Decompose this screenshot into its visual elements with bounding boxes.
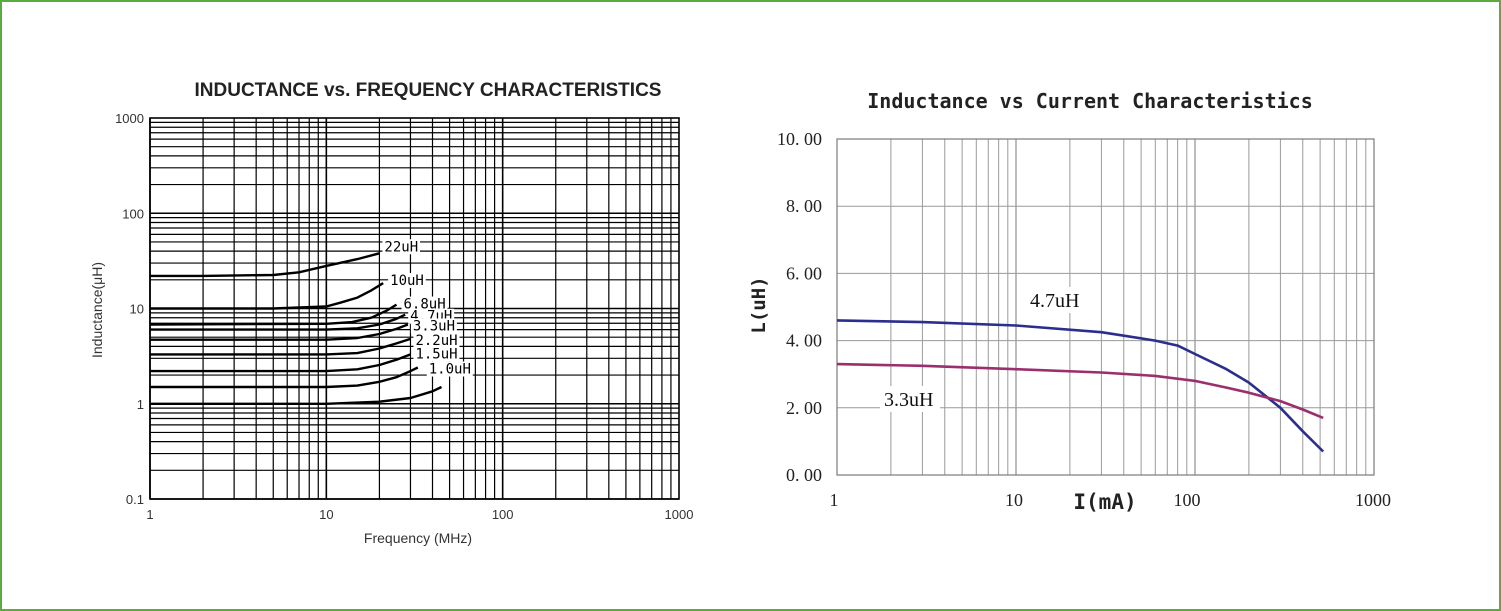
left-curve-2.2uH [150, 337, 411, 356]
right-y-tick-label: 8. 00 [786, 196, 822, 216]
left-x-tick-label: 100 [492, 507, 514, 522]
right-chart-labels: 0. 00 2. 00 4. 00 6. 00 8. 00 10. 00 1 10 100 100… [777, 129, 1391, 510]
left-curve-label: 10uH [390, 273, 424, 289]
right-chart-ylabel: L(uH) [748, 276, 770, 333]
right-y-tick-label: 0. 00 [786, 465, 822, 485]
left-curve-unlabeled [150, 385, 443, 405]
right-series-label-bg [880, 386, 940, 412]
left-curve-22uH [150, 252, 380, 278]
left-curve-1.0uH [150, 366, 419, 389]
left-curve-label: 6.8uH [404, 297, 446, 313]
left-curve-3.3uH [150, 323, 409, 341]
left-chart-ylabel: Inductance(μH) [89, 262, 105, 358]
left-curve-label-bg [426, 361, 473, 377]
left-curve-label: 1.0uH [429, 362, 471, 378]
right-x-tick-label: 10 [1005, 490, 1023, 510]
left-x-tick-label: 1000 [665, 507, 694, 522]
left-curve-label-bg [413, 332, 460, 348]
right-y-tick-label: 4. 00 [786, 331, 822, 351]
left-curve-label: 22uH [384, 239, 418, 255]
right-curve-3.3uH [836, 362, 1324, 420]
right-y-tick-label: 6. 00 [786, 263, 822, 283]
right-series-label: 3.3uH [884, 389, 933, 411]
right-chart-lines [836, 319, 1325, 453]
right-x-tick-label: 1000 [1355, 490, 1391, 510]
right-curve-4.7uH [836, 319, 1325, 453]
left-chart-xlabel: Frequency (MHz) [364, 530, 472, 546]
right-y-tick-label: 2. 00 [786, 398, 822, 418]
right-plot-border [836, 138, 1375, 476]
left-curve-label-bg [382, 239, 421, 255]
right-chart-xlabel: I(mA) [1073, 490, 1136, 514]
left-y-tick-label: 100 [122, 206, 144, 221]
left-chart-labels: 1 10 100 10000.1110100100022uH10uH6.8uH4.7u… [115, 111, 693, 522]
left-y-tick-label: 10 [130, 302, 144, 317]
left-chart-title: INDUCTANCE vs. FREQUENCY CHARACTERISTICS [195, 80, 662, 101]
left-y-tick-label: 0.1 [126, 492, 144, 507]
left-y-tick-label: 1000 [115, 111, 144, 126]
left-curve-label-bg [410, 318, 457, 334]
left-curve-label-bg [413, 346, 460, 362]
right-series-label-bg [1026, 287, 1086, 313]
left-curve-10uH [150, 282, 384, 310]
right-y-tick-label: 10. 00 [777, 129, 822, 149]
left-curve-label: 1.5uH [415, 346, 457, 362]
left-curve-label: 3.3uH [413, 318, 455, 334]
left-curve-4.7uH [150, 313, 406, 331]
left-x-tick-label: 10 [319, 507, 333, 522]
left-curve-label: 2.2uH [415, 333, 457, 349]
left-curve-1.5uH [150, 353, 411, 373]
right-series-label: 4.7uH [1030, 290, 1079, 312]
right-x-tick-label: 1 [830, 490, 839, 510]
left-curve-6.8uH [149, 303, 398, 326]
left-curve-label-bg [401, 296, 448, 312]
right-x-tick-label: 100 [1174, 490, 1201, 510]
left-curve-label-bg [388, 273, 426, 289]
left-y-tick-label: 1 [137, 397, 144, 412]
left-chart-lines [149, 252, 443, 405]
right-chart-grid [836, 138, 1375, 476]
right-chart-title: Inductance vs Current Characteristics [867, 89, 1313, 113]
left-x-tick-label: 1 [146, 507, 153, 522]
